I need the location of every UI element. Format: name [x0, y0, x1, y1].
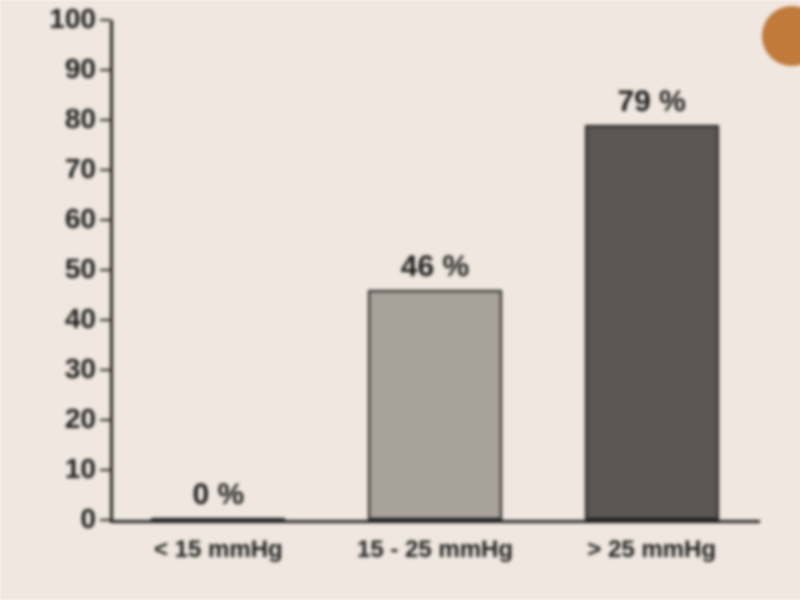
y-tick: [100, 319, 110, 321]
y-tick: [100, 519, 110, 521]
y-tick: [100, 19, 110, 21]
y-tick-label: 60: [26, 203, 96, 235]
y-tick-label: 80: [26, 103, 96, 135]
y-tick-label: 100: [26, 3, 96, 35]
y-tick-label: 0: [26, 503, 96, 535]
y-tick-label: 50: [26, 253, 96, 285]
bar: [585, 125, 719, 520]
y-tick: [100, 119, 110, 121]
y-tick: [100, 469, 110, 471]
bar-value-label: 46 %: [355, 250, 515, 284]
y-tick: [100, 219, 110, 221]
y-tick-label: 30: [26, 353, 96, 385]
y-tick: [100, 69, 110, 71]
y-tick: [100, 169, 110, 171]
y-tick: [100, 419, 110, 421]
x-category-label: < 15 mmHg: [108, 536, 328, 564]
y-tick-label: 10: [26, 453, 96, 485]
bar: [368, 290, 502, 520]
y-tick-label: 40: [26, 303, 96, 335]
y-tick: [100, 369, 110, 371]
y-tick-label: 90: [26, 53, 96, 85]
bar-value-label: 79 %: [572, 85, 732, 119]
y-tick-label: 70: [26, 153, 96, 185]
bar-value-label: 0 %: [138, 478, 298, 512]
corner-badge: [762, 6, 800, 66]
bar-chart: 0 10 20 30 40 50 60 70 80 90 100 0 % 46 % 79 % < 15 …: [0, 0, 800, 600]
x-category-label: > 25 mmHg: [542, 536, 762, 564]
bar: [151, 518, 285, 522]
x-category-label: 15 - 25 mmHg: [325, 536, 545, 564]
y-tick: [100, 269, 110, 271]
y-tick-label: 20: [26, 403, 96, 435]
y-axis-line: [110, 20, 113, 520]
